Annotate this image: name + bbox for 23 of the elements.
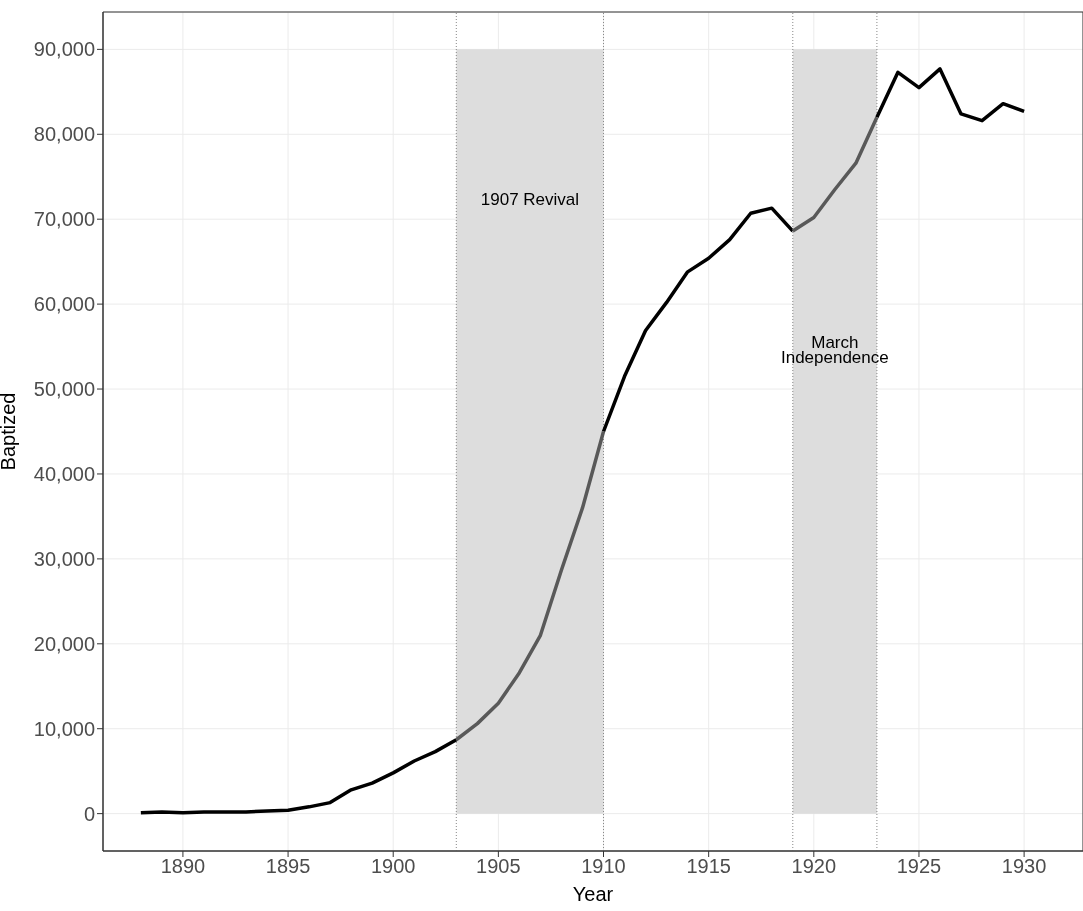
x-axis-title: Year bbox=[572, 883, 614, 905]
annotation: March Independence bbox=[780, 332, 889, 367]
y-tick-label: 20,000 bbox=[33, 632, 95, 655]
y-tick-label: 80,000 bbox=[33, 123, 95, 146]
x-tick-label: 1900 bbox=[370, 855, 416, 878]
y-tick-label: 60,000 bbox=[33, 293, 95, 316]
y-tick-label: 0 bbox=[83, 802, 95, 825]
y-tick-label: 40,000 bbox=[33, 463, 95, 486]
y-tick-label: 50,000 bbox=[33, 378, 95, 401]
y-tick-label: 30,000 bbox=[33, 547, 95, 570]
x-tick-label: 1905 bbox=[476, 855, 521, 878]
y-axis-title: Baptized bbox=[0, 392, 20, 471]
x-tick-label: 1920 bbox=[791, 855, 837, 878]
x-tick-label: 1925 bbox=[896, 855, 942, 878]
annotation: 1907 Revival bbox=[480, 189, 580, 209]
x-tick-label: 1910 bbox=[581, 855, 626, 878]
y-tick-label: 90,000 bbox=[33, 38, 95, 61]
x-tick-label: 1895 bbox=[265, 855, 311, 878]
x-tick-label: 1930 bbox=[1001, 855, 1047, 878]
y-tick-label: 10,000 bbox=[33, 717, 95, 740]
x-tick-label: 1890 bbox=[160, 855, 206, 878]
y-tick-label: 70,000 bbox=[33, 208, 95, 231]
x-tick-label: 1915 bbox=[686, 855, 731, 878]
